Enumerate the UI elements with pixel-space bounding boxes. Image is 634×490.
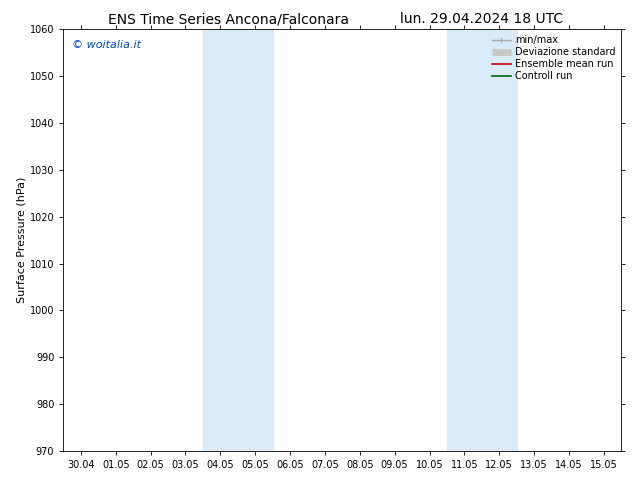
Bar [203, 29, 273, 451]
Legend: min/max, Deviazione standard, Ensemble mean run, Controll run: min/max, Deviazione standard, Ensemble m… [489, 32, 618, 84]
Y-axis label: Surface Pressure (hPa): Surface Pressure (hPa) [17, 177, 27, 303]
Text: lun. 29.04.2024 18 UTC: lun. 29.04.2024 18 UTC [400, 12, 564, 26]
Text: © woitalia.it: © woitalia.it [72, 40, 141, 50]
Text: ENS Time Series Ancona/Falconara: ENS Time Series Ancona/Falconara [108, 12, 349, 26]
Bar [447, 29, 517, 451]
